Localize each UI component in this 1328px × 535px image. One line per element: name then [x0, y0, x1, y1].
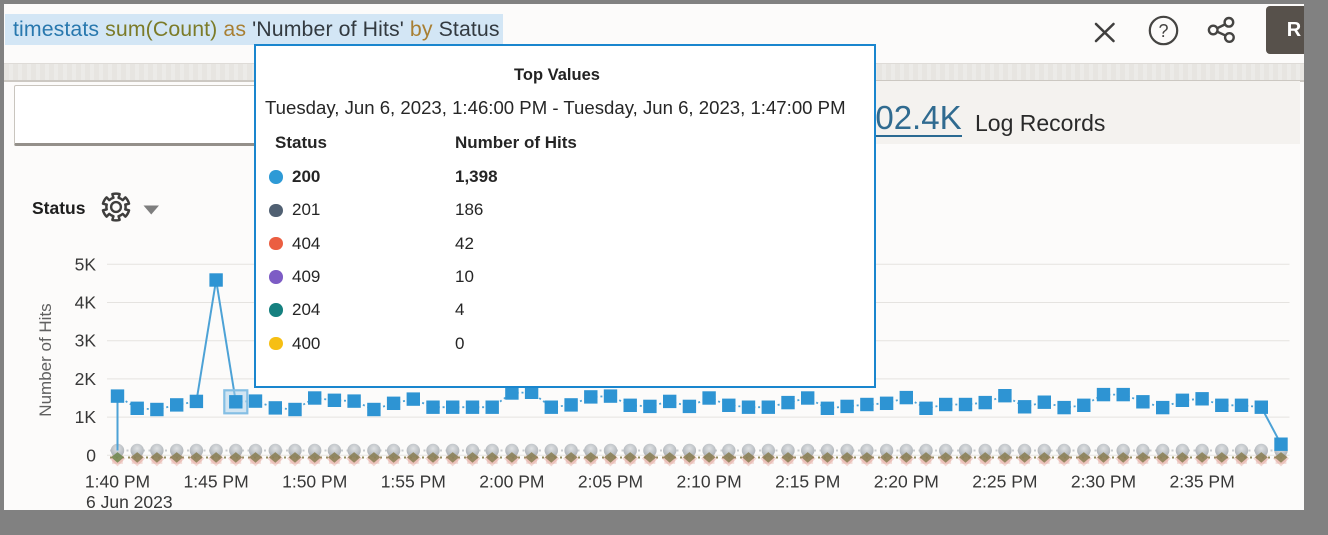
svg-text:2:15 PM: 2:15 PM: [775, 472, 840, 492]
svg-text:2:20 PM: 2:20 PM: [874, 472, 939, 492]
svg-text:2K: 2K: [75, 369, 97, 389]
svg-text:6 Jun 2023: 6 Jun 2023: [86, 492, 173, 512]
svg-text:4K: 4K: [75, 293, 97, 313]
svg-text:Number of Hits: Number of Hits: [36, 303, 55, 416]
svg-text:2:25 PM: 2:25 PM: [972, 472, 1037, 492]
svg-text:1:55 PM: 1:55 PM: [381, 472, 446, 492]
svg-text:2:10 PM: 2:10 PM: [677, 472, 742, 492]
svg-text:1:45 PM: 1:45 PM: [184, 472, 249, 492]
svg-text:2:05 PM: 2:05 PM: [578, 472, 643, 492]
svg-text:0: 0: [86, 445, 96, 465]
svg-text:1:40 PM: 1:40 PM: [85, 472, 150, 492]
svg-text:?: ?: [1158, 21, 1168, 41]
svg-text:5K: 5K: [75, 254, 97, 274]
svg-text:2:00 PM: 2:00 PM: [479, 472, 544, 492]
svg-text:2:35 PM: 2:35 PM: [1170, 472, 1235, 492]
svg-text:2:30 PM: 2:30 PM: [1071, 472, 1136, 492]
svg-text:1:50 PM: 1:50 PM: [282, 472, 347, 492]
svg-text:3K: 3K: [75, 331, 97, 351]
svg-text:1K: 1K: [75, 407, 97, 427]
